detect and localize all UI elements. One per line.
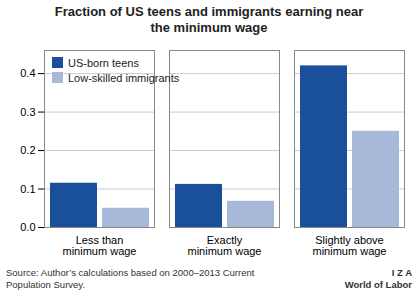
html-text:Fraction of US teens and immig: Fraction of US teens and immigrants earn…: [54, 4, 364, 35]
svg-text:0.3: 0.3: [20, 106, 35, 118]
svg-text:0.0: 0.0: [20, 221, 35, 233]
html-text:Low-skilled immigrants: Low-skilled immigrants: [68, 72, 180, 84]
svg-text:0.4: 0.4: [20, 67, 35, 79]
svg-text:0.2: 0.2: [20, 144, 35, 156]
html-text:US-born teens: US-born teens: [68, 57, 139, 69]
svg-text:Slightly aboveminimum wage: Slightly aboveminimum wage: [313, 234, 387, 257]
html-text:Source: Author’s calculations: Source: Author’s calculations based on 2…: [6, 267, 255, 290]
svg-text:Less thanminimum wage: Less thanminimum wage: [63, 234, 137, 257]
html-text:I Z A World of Labor: I Z A World of Labor: [344, 267, 412, 290]
svg-text:Exactlyminimum wage: Exactlyminimum wage: [188, 234, 262, 257]
svg-text:0.1: 0.1: [20, 183, 35, 195]
